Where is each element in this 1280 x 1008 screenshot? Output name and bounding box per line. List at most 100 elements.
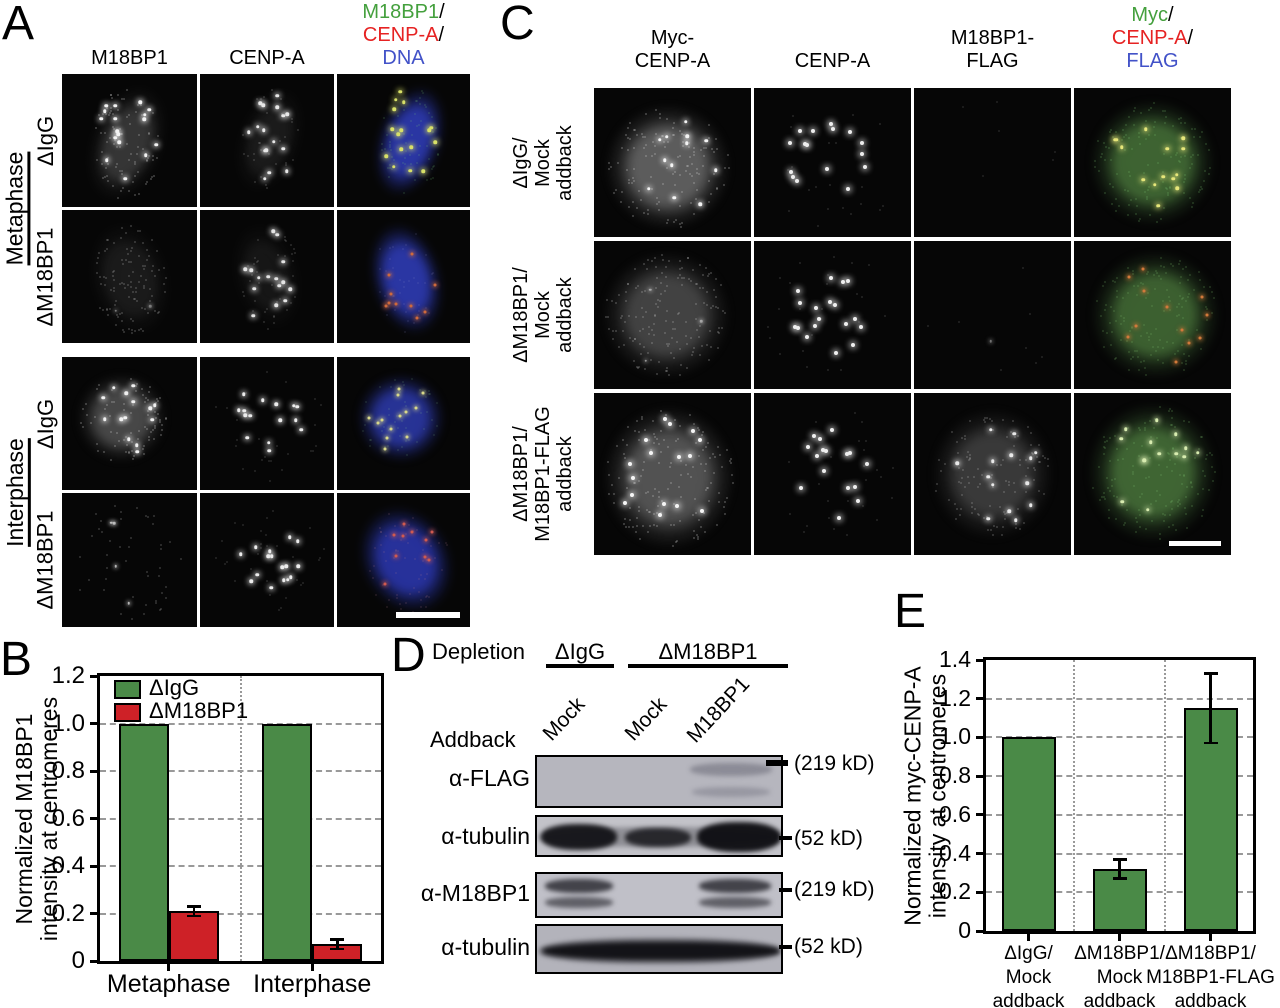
- speckle: [143, 265, 146, 268]
- centromere-dot: [1174, 452, 1179, 456]
- speckle: [394, 421, 397, 424]
- speckle: [1125, 509, 1128, 512]
- speckle: [289, 243, 292, 246]
- centromere-dot: [409, 304, 413, 308]
- centromere-dot: [1012, 431, 1016, 436]
- speckle: [1128, 136, 1131, 139]
- speckle: [96, 159, 99, 162]
- speckle: [160, 543, 163, 546]
- blot-band: [692, 787, 770, 797]
- speckle: [389, 424, 392, 427]
- speckle: [430, 419, 433, 422]
- speckle: [143, 453, 146, 456]
- speckle: [419, 412, 422, 414]
- speckle: [418, 310, 421, 313]
- speckle: [681, 276, 684, 279]
- speckle: [1168, 452, 1171, 455]
- speckle: [636, 134, 639, 137]
- speckle: [309, 527, 312, 530]
- speckle: [251, 273, 254, 276]
- centromere-dot: [104, 103, 108, 108]
- speckle: [659, 429, 662, 432]
- centromere-dot: [1142, 289, 1146, 293]
- centromere-dot: [427, 558, 431, 562]
- speckle: [104, 578, 107, 581]
- speckle: [690, 163, 693, 165]
- speckle: [623, 343, 626, 346]
- merge-line-1: Myc/: [1131, 4, 1174, 26]
- micrograph-a-int-igg-merge: [337, 357, 470, 490]
- speckle: [700, 345, 703, 348]
- speckle: [371, 576, 374, 579]
- speckle: [278, 297, 281, 300]
- speckle: [1184, 173, 1187, 176]
- bar-B-1-0: [262, 723, 313, 961]
- speckle: [1131, 273, 1134, 276]
- centromere-dot: [385, 436, 389, 440]
- speckle: [1014, 527, 1017, 530]
- centromere-dot: [147, 108, 151, 112]
- speckle: [141, 265, 144, 268]
- speckle: [403, 303, 406, 306]
- speckle: [259, 141, 262, 144]
- speckle: [93, 415, 96, 418]
- speckle: [130, 261, 133, 264]
- speckle: [621, 330, 624, 333]
- speckle: [982, 174, 985, 177]
- speckle: [954, 503, 957, 506]
- speckle: [660, 500, 663, 503]
- speckle: [1188, 421, 1191, 424]
- speckle: [402, 280, 405, 283]
- centromere-dot: [1196, 450, 1200, 455]
- speckle: [613, 191, 616, 194]
- speckle: [657, 208, 660, 211]
- legend-swatch: [114, 703, 141, 722]
- centromere-dot: [988, 427, 993, 432]
- speckle: [411, 378, 414, 381]
- speckle: [1138, 368, 1141, 371]
- speckle: [426, 595, 429, 598]
- speckle: [1171, 446, 1174, 449]
- speckle: [1104, 440, 1107, 443]
- centromere-dot: [794, 178, 799, 183]
- centromere-dot: [255, 573, 260, 577]
- centromere-dot: [1200, 295, 1204, 299]
- nucleus-glow: [223, 80, 316, 201]
- centromere-dot: [817, 437, 822, 442]
- speckle: [629, 121, 632, 124]
- speckle: [130, 328, 133, 331]
- speckle: [283, 238, 286, 241]
- speckle: [960, 508, 963, 511]
- speckle: [1180, 362, 1183, 365]
- speckle: [659, 116, 662, 119]
- centromere-dot: [858, 325, 863, 330]
- speckle: [103, 132, 106, 135]
- centromere-dot: [991, 483, 995, 487]
- speckle: [425, 396, 428, 399]
- centromere-dot: [111, 385, 116, 390]
- blot-band: [543, 942, 779, 960]
- centromere-dot: [812, 324, 817, 329]
- speckle: [1114, 518, 1117, 521]
- speckle: [715, 137, 718, 140]
- speckle: [980, 473, 983, 476]
- speckle: [1115, 357, 1118, 360]
- speckle: [266, 307, 269, 310]
- speckle: [1140, 361, 1143, 363]
- speckle: [722, 310, 725, 313]
- speckle: [1114, 434, 1117, 437]
- speckle: [289, 301, 292, 304]
- speckle: [863, 448, 866, 451]
- speckle: [653, 314, 656, 317]
- speckle: [625, 525, 628, 528]
- speckle: [608, 167, 611, 170]
- speckle: [718, 453, 721, 456]
- speckle: [723, 167, 726, 169]
- speckle: [136, 153, 139, 156]
- speckle: [679, 259, 681, 262]
- speckle: [269, 460, 272, 463]
- speckle: [1097, 466, 1100, 469]
- merge-line-3: DNA: [382, 47, 425, 69]
- speckle: [852, 114, 855, 117]
- speckle: [1129, 198, 1132, 201]
